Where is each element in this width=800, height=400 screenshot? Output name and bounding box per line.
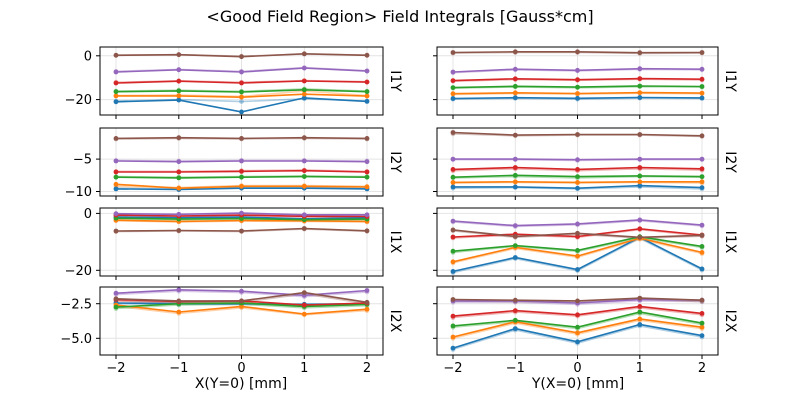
- row-label: I2X: [722, 310, 738, 333]
- svg-text:1: 1: [300, 361, 308, 376]
- x-axis-label-right: Y(X=0) [mm]: [531, 376, 625, 392]
- row-label: I1Y: [722, 70, 738, 92]
- x-axis-label-left: X(Y=0) [mm]: [194, 376, 288, 392]
- svg-text:−20: −20: [65, 93, 92, 108]
- row-label: I2X: [387, 310, 403, 333]
- svg-text:1: 1: [636, 361, 644, 376]
- row-label: I2Y: [722, 151, 738, 173]
- svg-text:0: 0: [237, 361, 245, 376]
- svg-text:−1: −1: [169, 361, 188, 376]
- svg-text:0: 0: [84, 49, 92, 64]
- svg-text:−2.5: −2.5: [60, 297, 92, 312]
- row-label: I1X: [722, 231, 738, 254]
- svg-text:2: 2: [363, 361, 371, 376]
- svg-text:−5: −5: [73, 153, 92, 168]
- row-label: I2Y: [387, 151, 403, 173]
- row-label: I1Y: [387, 70, 403, 92]
- svg-text:−1: −1: [506, 361, 525, 376]
- svg-text:−10: −10: [65, 185, 92, 200]
- svg-text:−2: −2: [443, 361, 462, 376]
- svg-text:−20: −20: [65, 264, 92, 279]
- svg-text:−5.0: −5.0: [60, 332, 92, 347]
- figure-title: <Good Field Region> Field Integrals [Gau…: [206, 7, 594, 26]
- row-label: I1X: [387, 231, 403, 254]
- svg-text:−2: −2: [106, 361, 125, 376]
- svg-text:2: 2: [698, 361, 706, 376]
- svg-text:0: 0: [84, 207, 92, 222]
- svg-text:0: 0: [573, 361, 581, 376]
